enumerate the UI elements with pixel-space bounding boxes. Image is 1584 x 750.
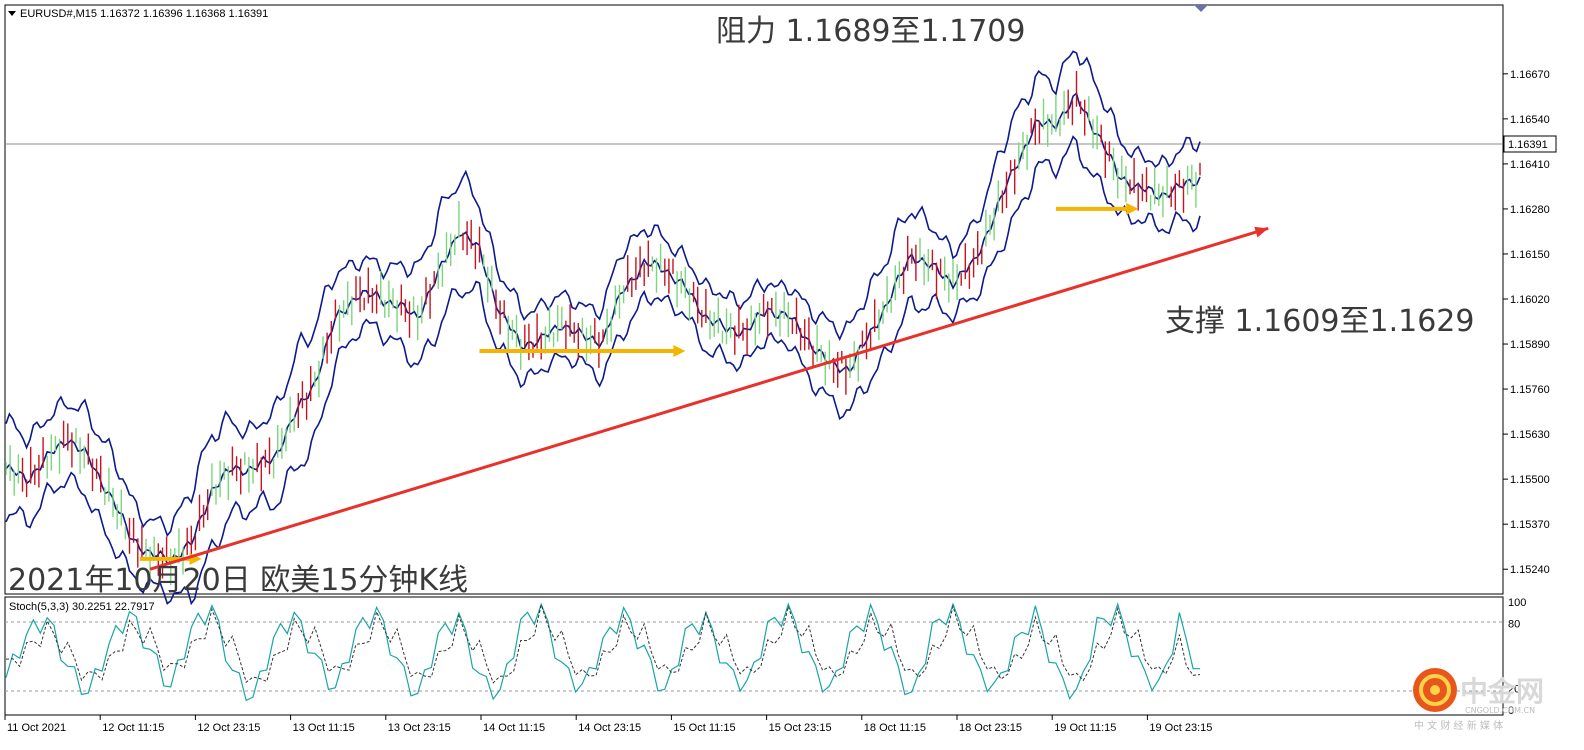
stoch-level-label: 20 — [1508, 683, 1520, 695]
time-tick-label: 15 Oct 11:15 — [673, 722, 735, 734]
price-tick-label: 1.16280 — [1510, 204, 1550, 216]
time-tick-label: 13 Oct 23:15 — [388, 722, 451, 734]
time-tick-label: 18 Oct 23:15 — [959, 722, 1022, 734]
watermark-url: CNGOLD.COM.CN — [1465, 706, 1535, 715]
time-tick-label: 13 Oct 11:15 — [293, 722, 355, 734]
time-tick-label: 11 Oct 2021 — [7, 722, 66, 734]
watermark: 中金网 CNGOLD.COM.CN 中 文 财 经 新 媒 体 — [1413, 668, 1544, 732]
time-tick-label: 18 Oct 11:15 — [864, 722, 926, 734]
current-price-text: 1.16391 — [1508, 139, 1548, 151]
watermark-name: 中金网 — [1460, 675, 1544, 708]
price-tick-label: 1.16410 — [1510, 159, 1550, 171]
indicator-plot-frame — [4, 596, 1504, 716]
trendline-line — [149, 226, 1269, 571]
symbol-dropdown-icon[interactable] — [8, 11, 16, 16]
stoch-signal-line — [5, 602, 1201, 684]
main-plot-frame — [4, 4, 1504, 595]
price-tick-label: 1.15630 — [1510, 429, 1550, 441]
time-axis: 11 Oct 2021 12 Oct 11:15 12 Oct 23:15 13 Oc… — [4, 715, 1212, 734]
bollinger-upper — [5, 50, 1201, 538]
support-arrows — [139, 202, 1139, 565]
time-tick-label: 15 Oct 23:15 — [769, 722, 832, 734]
time-tick-label: 14 Oct 23:15 — [578, 722, 641, 734]
stoch-level-label: 80 — [1508, 619, 1520, 631]
support-arrow-head — [1126, 202, 1139, 215]
trendline-arrowhead — [1254, 226, 1269, 238]
price-tick-label: 1.16020 — [1510, 294, 1550, 306]
price-tick-label: 1.16540 — [1510, 114, 1550, 126]
time-tick-label: 12 Oct 23:15 — [197, 722, 260, 734]
watermark-tagline: 中 文 财 经 新 媒 体 — [1414, 719, 1503, 732]
time-tick-label: 19 Oct 23:15 — [1149, 722, 1212, 734]
support-arrow-head — [673, 344, 686, 357]
time-tick-label: 14 Oct 11:15 — [483, 722, 545, 734]
trendline — [149, 226, 1269, 571]
stoch-main-line — [5, 602, 1201, 702]
current-price-tag — [1503, 135, 1557, 153]
price-tick-label: 1.16670 — [1510, 69, 1550, 81]
support-annotation: 支撑 1.1609至1.1629 — [1165, 304, 1474, 339]
time-tick-label: 19 Oct 11:15 — [1054, 722, 1116, 734]
stoch-level-label: 0 — [1508, 705, 1514, 717]
scroll-marker-icon[interactable] — [1194, 5, 1208, 12]
price-tick-label: 1.15760 — [1510, 384, 1550, 396]
price-tick-label: 1.16150 — [1510, 249, 1550, 261]
price-tick-label: 1.15890 — [1510, 339, 1550, 351]
stoch-level-label: 100 — [1508, 597, 1526, 609]
price-axis: 1.16670 1.16540 1.16410 1.16280 1.16150 1.160… — [1503, 69, 1550, 576]
resistance-annotation: 阻力 1.1689至1.1709 — [716, 14, 1025, 49]
symbol-info: EURUSD#,M15 1.16372 1.16396 1.16368 1.16… — [20, 8, 268, 20]
stoch-axis: 100 80 20 0 — [1508, 597, 1526, 717]
indicator-label: Stoch(5,3,3) 30.2251 22.7917 — [9, 601, 155, 613]
bollinger-lower — [5, 135, 1201, 606]
price-tick-label: 1.15370 — [1510, 519, 1550, 531]
stochastic-lines — [5, 602, 1201, 702]
time-tick-label: 12 Oct 11:15 — [102, 722, 164, 734]
candles — [5, 70, 1201, 586]
chart-caption: 2021年10月20日 欧美15分钟K线 — [8, 563, 468, 598]
price-tick-label: 1.15500 — [1510, 474, 1550, 486]
price-tick-label: 1.15240 — [1510, 564, 1550, 576]
